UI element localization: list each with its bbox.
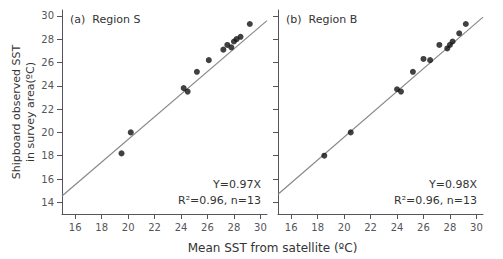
svg-text:(a) Region S: (a) Region S: [70, 13, 140, 26]
svg-text:24: 24: [175, 222, 188, 233]
svg-text:Shipboard observed SST: Shipboard observed SST: [10, 45, 23, 180]
svg-text:Y=0.97X: Y=0.97X: [212, 178, 261, 191]
svg-text:20: 20: [41, 127, 54, 138]
svg-text:Mean SST from satellite (ºC): Mean SST from satellite (ºC): [188, 241, 358, 255]
svg-text:in survey area(ºC): in survey area(ºC): [24, 62, 37, 162]
svg-text:28: 28: [444, 222, 457, 233]
svg-text:26: 26: [417, 222, 430, 233]
svg-text:24: 24: [41, 80, 54, 91]
svg-text:16: 16: [69, 222, 82, 233]
svg-text:18: 18: [41, 150, 54, 161]
svg-text:26: 26: [41, 57, 54, 68]
svg-text:22: 22: [41, 104, 54, 115]
svg-text:28: 28: [41, 34, 54, 45]
svg-text:Y=0.98X: Y=0.98X: [428, 178, 477, 191]
svg-text:18: 18: [95, 222, 108, 233]
svg-text:30: 30: [254, 222, 267, 233]
svg-text:20: 20: [338, 222, 351, 233]
svg-text:24: 24: [391, 222, 404, 233]
svg-text:R²=0.96, n=13: R²=0.96, n=13: [394, 194, 477, 207]
svg-text:18: 18: [311, 222, 324, 233]
svg-text:(b) Region B: (b) Region B: [286, 13, 357, 26]
svg-text:20: 20: [122, 222, 135, 233]
svg-text:26: 26: [201, 222, 214, 233]
svg-text:22: 22: [148, 222, 161, 233]
svg-text:R²=0.96, n=13: R²=0.96, n=13: [178, 194, 261, 207]
svg-text:22: 22: [364, 222, 377, 233]
svg-text:14: 14: [41, 197, 54, 208]
svg-text:16: 16: [41, 174, 54, 185]
svg-text:16: 16: [285, 222, 298, 233]
svg-text:28: 28: [228, 222, 241, 233]
svg-text:30: 30: [41, 10, 54, 21]
svg-text:30: 30: [470, 222, 483, 233]
